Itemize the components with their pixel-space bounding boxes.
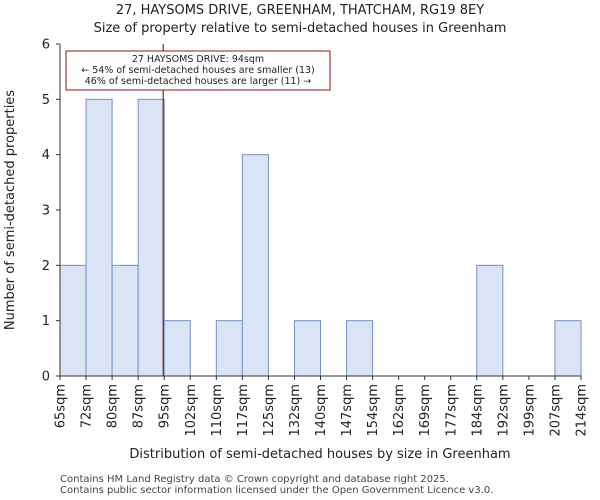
chart-title: 27, HAYSOMS DRIVE, GREENHAM, THATCHAM, R… — [115, 3, 485, 18]
footer-line-1: Contains HM Land Registry data © Crown c… — [60, 474, 449, 485]
bar-80sqm — [111, 264, 139, 377]
x-tick-label: 192sqm — [496, 384, 511, 437]
y-axis-label: Number of semi-detached properties — [3, 90, 18, 330]
x-tick-label: 207sqm — [548, 384, 563, 437]
x-tick-label: 102sqm — [184, 384, 199, 437]
chart-subtitle: Size of property relative to semi-detach… — [93, 21, 507, 36]
x-tick-label: 87sqm — [132, 384, 147, 428]
bars-group — [59, 98, 582, 377]
x-tick-label: 110sqm — [210, 384, 225, 437]
x-tick-label: 169sqm — [418, 384, 433, 437]
y-tick-label: 6 — [42, 38, 50, 53]
x-tick-label: 132sqm — [288, 384, 303, 437]
x-tick-label: 154sqm — [366, 384, 381, 437]
bar-110sqm — [215, 320, 243, 377]
annotation-line-3: 46% of semi-detached houses are larger (… — [85, 76, 312, 87]
bar-65sqm — [59, 264, 87, 377]
annotation-box: 27 HAYSOMS DRIVE: 94sqm ← 54% of semi-de… — [65, 50, 331, 91]
y-tick-label: 4 — [42, 148, 50, 163]
bar-132sqm — [293, 320, 322, 377]
annotation-line-1: 27 HAYSOMS DRIVE: 94sqm — [132, 54, 264, 65]
y-tick-label: 3 — [42, 204, 50, 219]
bar-147sqm — [346, 320, 374, 377]
x-tick-label: 184sqm — [470, 384, 485, 437]
bar-95sqm — [163, 320, 191, 377]
x-tick-label: 95sqm — [158, 384, 173, 428]
x-tick-label: 140sqm — [314, 384, 329, 437]
x-axis-label: Distribution of semi-detached houses by … — [129, 447, 510, 462]
bar-72sqm — [85, 98, 113, 377]
x-tick-label: 72sqm — [80, 384, 95, 428]
y-tick-label: 1 — [42, 314, 50, 329]
x-tick-label: 147sqm — [340, 384, 355, 437]
bar-117sqm — [241, 154, 269, 377]
bar-207sqm — [554, 320, 582, 377]
y-ticks: 0 1 2 3 4 5 6 — [42, 38, 60, 385]
x-tick-label: 117sqm — [236, 384, 251, 437]
bar-87sqm — [137, 98, 165, 377]
x-tick-label: 214sqm — [575, 384, 590, 437]
x-ticks: 65sqm 72sqm 80sqm 87sqm 95sqm 102sqm 110sqm 117… — [54, 376, 590, 437]
y-tick-label: 2 — [42, 259, 50, 274]
bar-184sqm — [476, 264, 504, 377]
annotation-line-2: ← 54% of semi-detached houses are smalle… — [81, 65, 315, 76]
x-tick-label: 177sqm — [444, 384, 459, 437]
y-tick-label: 0 — [42, 370, 50, 385]
annotation-border — [65, 50, 331, 91]
y-tick-label: 5 — [42, 93, 50, 108]
x-tick-label: 162sqm — [392, 384, 407, 437]
footer-line-2: Contains public sector information licen… — [60, 485, 494, 496]
x-tick-label: 80sqm — [106, 384, 121, 428]
x-tick-label: 65sqm — [54, 384, 69, 428]
x-tick-label: 125sqm — [262, 384, 277, 437]
x-tick-label: 199sqm — [522, 384, 537, 437]
